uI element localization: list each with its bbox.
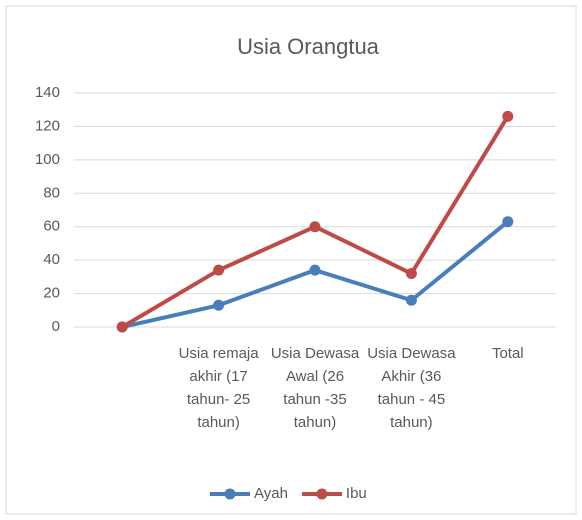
y-tick-label: 60: [43, 218, 60, 235]
y-tick-label: 0: [52, 318, 60, 335]
x-tick-label: Usia remaja akhir (17 tahun- 25 tahun): [178, 345, 259, 431]
x-tick-label: Usia Dewasa Akhir (36 tahun - 45 tahun): [367, 345, 456, 431]
point: [116, 321, 128, 333]
y-tick-label: 100: [35, 151, 60, 168]
y-tick-label: 80: [43, 184, 60, 201]
point: [213, 264, 225, 276]
y-tick-label: 120: [35, 117, 60, 134]
legend-label: Ayah: [254, 485, 288, 502]
point: [309, 221, 321, 233]
legend-marker: [316, 488, 328, 500]
point: [502, 216, 514, 228]
x-tick-label: Total: [491, 345, 524, 362]
point: [309, 264, 321, 276]
x-tick-label: Usia Dewasa Awal (26 tahun -35 tahun): [270, 345, 360, 431]
y-tick-label: 20: [43, 285, 60, 302]
point: [213, 299, 225, 311]
y-tick-label: 140: [35, 84, 60, 101]
legend-label: Ibu: [346, 485, 367, 502]
y-tick-label: 40: [43, 251, 60, 268]
point: [502, 110, 514, 122]
point: [405, 268, 417, 280]
legend-marker: [224, 488, 236, 500]
chart-title: Usia Orangtua: [237, 34, 380, 59]
point: [405, 294, 417, 306]
